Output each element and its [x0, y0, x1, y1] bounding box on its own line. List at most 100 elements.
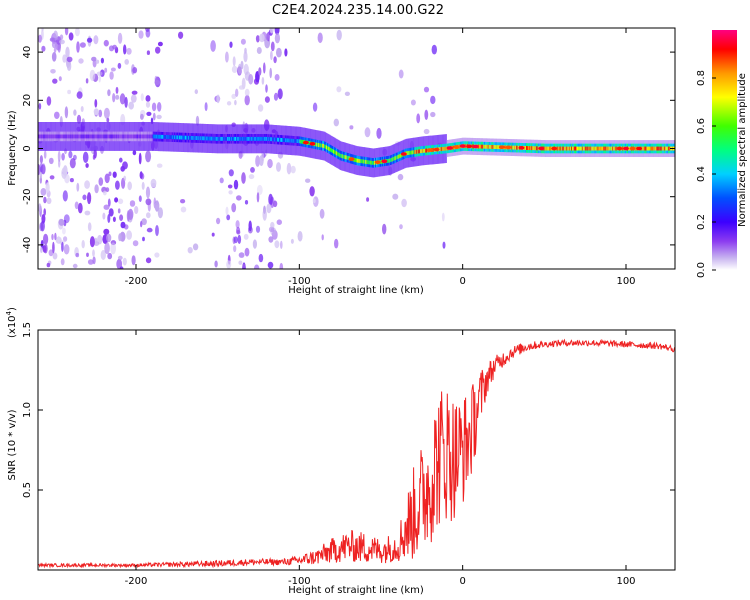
heatmap-ridge-core [324, 144, 326, 149]
heatmap-noise-cell [276, 219, 282, 225]
spectrogram-y-tick-label: 40 [22, 46, 33, 59]
heatmap-ridge-core [530, 146, 532, 150]
heatmap-noise-cell [180, 199, 186, 204]
heatmap-noise-cell [104, 67, 108, 73]
heatmap-ridge-core [190, 135, 193, 140]
heatmap-ridge-core [127, 134, 129, 139]
heatmap-peak-cell [505, 145, 512, 150]
heatmap-noise-cell [48, 249, 54, 257]
heatmap-noise-cell [233, 179, 239, 190]
heatmap-noise-cell [268, 236, 274, 243]
heatmap-peak-cell [433, 147, 440, 152]
heatmap-noise-cell [138, 152, 142, 165]
heatmap-ridge-core [615, 146, 617, 151]
heatmap-ridge-core [113, 134, 115, 139]
heatmap-ridge-core [367, 160, 369, 165]
heatmap-noise-cell [254, 264, 260, 269]
heatmap-ridge-core [218, 136, 220, 141]
heatmap-noise-cell [76, 41, 80, 53]
heatmap-ridge-core [301, 139, 303, 144]
heatmap-ridge-core [609, 146, 611, 151]
heatmap-ridge-core [648, 146, 650, 151]
heatmap-noise-cell [270, 221, 275, 229]
heatmap-ridge-core [485, 144, 488, 149]
heatmap-noise-cell [266, 203, 272, 214]
heatmap-ridge-core [546, 146, 548, 151]
heatmap-ridge-core [584, 146, 587, 151]
heatmap-ridge-core [410, 150, 412, 155]
snr-line [38, 338, 675, 569]
heatmap-ridge-core [65, 134, 67, 139]
heatmap-ridge-core [100, 134, 102, 139]
heatmap-noise-cell [349, 125, 354, 130]
heatmap-ridge-core [81, 134, 83, 139]
heatmap-ridge-core [332, 149, 334, 153]
heatmap-ridge-core [330, 147, 332, 152]
heatmap-ridge-core [344, 155, 346, 160]
heatmap-noise-cell [235, 88, 239, 98]
heatmap-ridge-core [514, 145, 516, 150]
heatmap-ridge-core [271, 137, 273, 142]
heatmap-ridge-core [432, 147, 435, 152]
heatmap-ridge-core [144, 134, 147, 139]
heatmap-ridge-core [604, 146, 606, 151]
heatmap-ridge-core [165, 135, 167, 139]
heatmap-ridge-core [177, 135, 179, 140]
heatmap-ridge-core [611, 146, 613, 151]
heatmap-ridge-core [69, 134, 71, 139]
heatmap-ridge-core [293, 138, 296, 143]
heatmap-noise-cell [129, 200, 136, 207]
heatmap-noise-cell [117, 208, 121, 214]
heatmap-noise-cell [233, 245, 237, 253]
heatmap-ridge-core [557, 146, 559, 151]
heatmap-noise-cell [157, 41, 163, 47]
heatmap-ridge-core [331, 148, 333, 153]
heatmap-ridge-core [585, 146, 588, 151]
heatmap-noise-cell [248, 174, 255, 180]
snr-axes: -200 -100 0 100 0.5 1.0 1.5 [22, 322, 675, 587]
heatmap-ridge-core [192, 136, 195, 140]
heatmap-ridge-core [355, 158, 357, 163]
heatmap-ridge-core [658, 146, 660, 151]
heatmap-ridge-core [264, 136, 266, 141]
figure-title: C2E4.2024.235.14.00.G22 [272, 3, 444, 18]
heatmap-ridge-core [407, 151, 409, 155]
heatmap-noise-cell [126, 47, 132, 55]
heatmap-ridge-core [345, 155, 347, 160]
heatmap-ridge-core [545, 146, 547, 151]
heatmap-ridge-core [262, 136, 264, 141]
heatmap-ridge-core [445, 146, 447, 151]
heatmap-ridge-core [67, 134, 69, 139]
heatmap-ridge-core [600, 146, 602, 151]
heatmap-ridge-core [226, 136, 228, 141]
heatmap-noise-cell [256, 47, 262, 54]
heatmap-noise-cell [127, 181, 132, 191]
heatmap-noise-cell [145, 150, 152, 163]
heatmap-noise-cell [243, 51, 248, 63]
heatmap-noise-cell [140, 220, 143, 228]
heatmap-ridge-core [528, 146, 530, 150]
heatmap-ridge-core [650, 146, 652, 151]
heatmap-ridge-core [146, 134, 149, 139]
heatmap-noise-cell [115, 180, 120, 190]
heatmap-noise-cell [94, 99, 98, 108]
heatmap-ridge-core [282, 138, 284, 142]
heatmap-ridge-core [77, 134, 79, 139]
heatmap-noise-cell [151, 102, 157, 112]
heatmap-ridge-core [272, 137, 274, 142]
heatmap-noise-cell [54, 232, 57, 241]
heatmap-ridge-core [573, 146, 575, 151]
heatmap-ridge-core [99, 134, 101, 139]
heatmap-ridge-core [664, 146, 666, 151]
heatmap-ridge-core [143, 134, 146, 139]
heatmap-ridge-core [216, 136, 218, 141]
heatmap-ridge-core [231, 136, 233, 141]
heatmap-ridge-core [568, 146, 570, 151]
heatmap-noise-cell [89, 69, 96, 82]
heatmap-noise-cell [51, 41, 57, 49]
heatmap-noise-cell [132, 150, 137, 156]
heatmap-noise-cell [48, 157, 54, 165]
heatmap-ridge-core [651, 146, 653, 151]
heatmap-noise-cell [43, 196, 47, 204]
heatmap-ridge-core [608, 146, 610, 151]
